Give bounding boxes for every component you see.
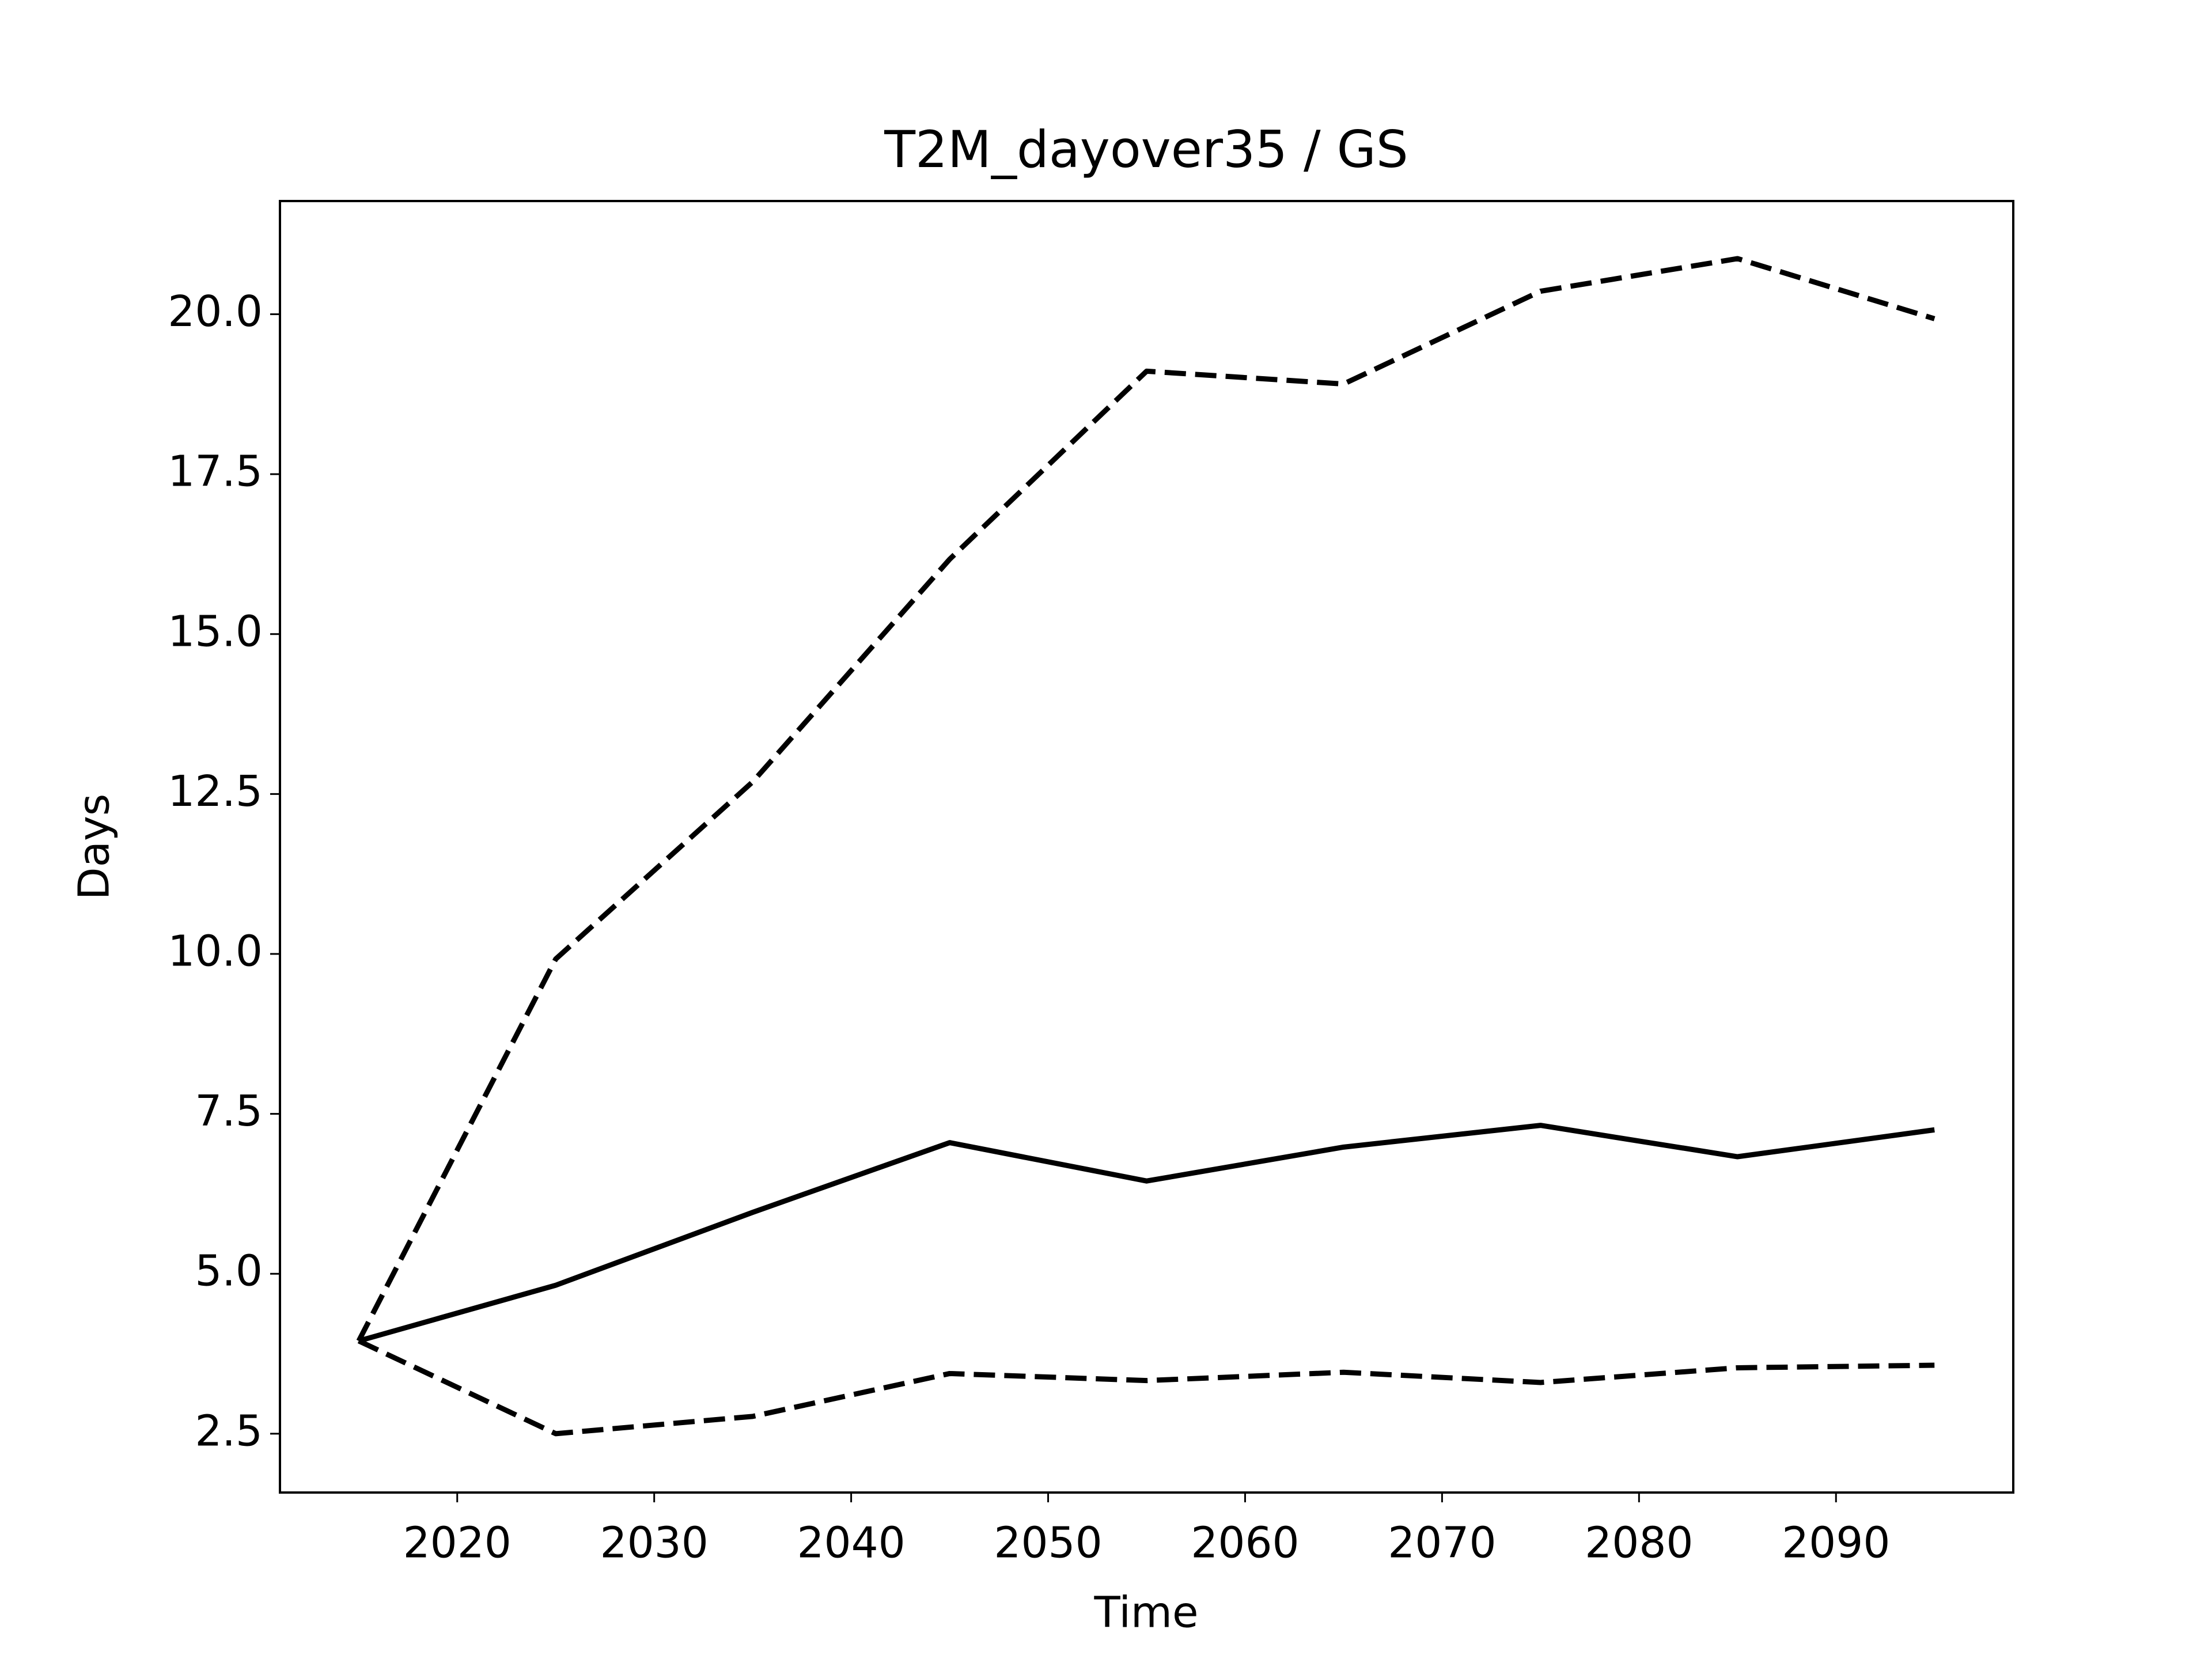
- x-tick-label: 2030: [600, 1518, 709, 1568]
- y-tick-label: 15.0: [168, 607, 263, 656]
- x-tick-label: 2080: [1585, 1518, 1693, 1568]
- y-tick-label: 10.0: [168, 927, 263, 976]
- y-tick-label: 12.5: [168, 767, 263, 816]
- x-tick-label: 2060: [1191, 1518, 1299, 1568]
- line-series: [356, 256, 1936, 1342]
- x-tick-label: 2020: [403, 1518, 512, 1568]
- line-series: [357, 1338, 1935, 1437]
- y-tick-label: 2.5: [195, 1406, 263, 1456]
- x-tick-label: 2070: [1388, 1518, 1496, 1568]
- chart-title: T2M_dayover35 / GS: [884, 120, 1408, 179]
- y-axis-label: Days: [70, 794, 119, 900]
- plot-frame: [279, 200, 2014, 1494]
- y-tick-label: 5.0: [195, 1247, 263, 1296]
- line-series: [358, 1123, 1935, 1344]
- x-axis-label: Time: [1093, 1588, 1198, 1638]
- x-tick-label: 2050: [994, 1518, 1102, 1568]
- y-tick-label: 20.0: [168, 287, 263, 336]
- y-tick-label: 17.5: [168, 447, 263, 497]
- x-tick-label: 2040: [797, 1518, 905, 1568]
- y-tick-label: 7.5: [195, 1086, 263, 1136]
- x-tick-label: 2090: [1782, 1518, 1890, 1568]
